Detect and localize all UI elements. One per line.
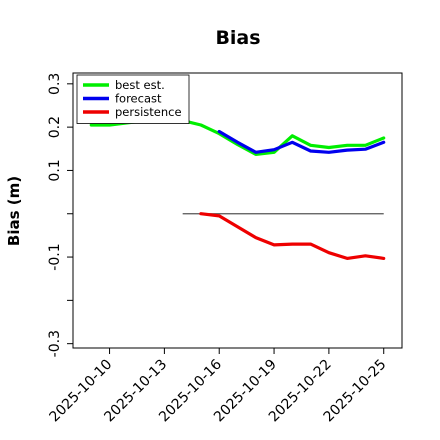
legend-label: forecast bbox=[115, 92, 162, 106]
plot-area: -0.3-0.10.10.20.32025-10-102025-10-13202… bbox=[47, 72, 403, 425]
legend-label: persistence bbox=[115, 105, 182, 119]
series-line-persistence bbox=[199, 212, 386, 260]
plot-frame bbox=[72, 72, 403, 349]
y-tick-label: 0.3 bbox=[47, 73, 63, 95]
y-tick-label: -0.3 bbox=[47, 330, 63, 357]
y-tick-label: -0.1 bbox=[47, 243, 63, 270]
series-line-forecast bbox=[217, 129, 386, 154]
series-line-best-est bbox=[89, 118, 386, 156]
y-tick-label: 0.2 bbox=[47, 116, 63, 138]
chart-title: Bias bbox=[215, 27, 260, 49]
legend-label: best est. bbox=[115, 78, 165, 92]
y-tick-label: 0.1 bbox=[47, 159, 63, 181]
y-axis-label: Bias (m) bbox=[5, 176, 23, 246]
